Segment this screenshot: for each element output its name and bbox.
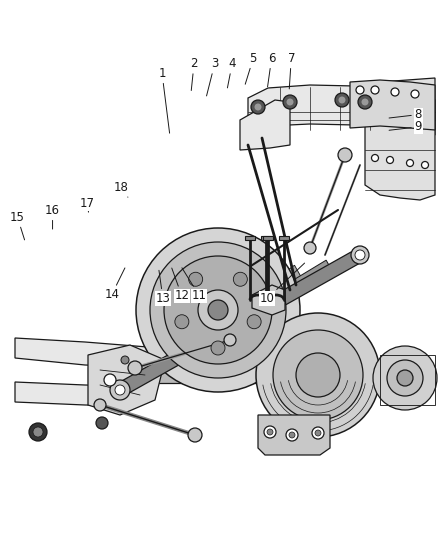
- Text: 5: 5: [245, 52, 257, 84]
- Text: 15: 15: [10, 211, 25, 240]
- Circle shape: [251, 100, 265, 114]
- Polygon shape: [15, 382, 130, 406]
- Circle shape: [289, 432, 295, 438]
- Polygon shape: [258, 415, 330, 455]
- Text: 7: 7: [287, 52, 295, 89]
- Circle shape: [115, 385, 125, 395]
- Circle shape: [387, 360, 423, 396]
- Circle shape: [96, 417, 108, 429]
- Circle shape: [128, 361, 142, 375]
- Circle shape: [386, 157, 393, 164]
- Circle shape: [338, 148, 352, 162]
- Circle shape: [211, 341, 225, 355]
- Circle shape: [406, 159, 413, 166]
- Text: 1: 1: [158, 67, 170, 133]
- Text: 13: 13: [155, 270, 170, 305]
- Circle shape: [411, 90, 419, 98]
- Circle shape: [371, 155, 378, 161]
- Circle shape: [94, 399, 106, 411]
- Text: 17: 17: [80, 197, 95, 212]
- Circle shape: [397, 370, 413, 386]
- Polygon shape: [252, 285, 285, 315]
- Circle shape: [233, 272, 247, 286]
- Circle shape: [136, 228, 300, 392]
- Polygon shape: [88, 345, 165, 415]
- Circle shape: [286, 429, 298, 441]
- Polygon shape: [88, 367, 256, 383]
- Circle shape: [254, 103, 261, 110]
- Circle shape: [247, 315, 261, 329]
- Circle shape: [121, 356, 129, 364]
- Circle shape: [358, 95, 372, 109]
- Circle shape: [198, 290, 238, 330]
- Circle shape: [283, 95, 297, 109]
- Polygon shape: [261, 236, 271, 240]
- Text: 18: 18: [114, 181, 129, 197]
- Circle shape: [188, 428, 202, 442]
- Circle shape: [256, 313, 380, 437]
- Circle shape: [33, 427, 43, 437]
- Text: 8: 8: [389, 108, 422, 121]
- Text: 10: 10: [260, 263, 304, 305]
- Circle shape: [312, 427, 324, 439]
- Polygon shape: [380, 368, 395, 382]
- Circle shape: [361, 99, 368, 106]
- Circle shape: [371, 86, 379, 94]
- Polygon shape: [240, 100, 290, 150]
- Circle shape: [189, 272, 203, 286]
- Circle shape: [175, 315, 189, 329]
- Text: 14: 14: [104, 268, 125, 301]
- Circle shape: [164, 256, 272, 364]
- Text: 9: 9: [389, 120, 422, 133]
- Circle shape: [286, 99, 293, 106]
- Text: 11: 11: [182, 268, 207, 302]
- Circle shape: [421, 161, 428, 168]
- Circle shape: [224, 334, 236, 346]
- Circle shape: [273, 330, 363, 420]
- Text: 6: 6: [268, 52, 276, 87]
- Circle shape: [110, 380, 130, 400]
- Circle shape: [355, 250, 365, 260]
- Polygon shape: [117, 249, 364, 396]
- Polygon shape: [155, 265, 301, 377]
- Polygon shape: [248, 85, 435, 135]
- Circle shape: [264, 426, 276, 438]
- Circle shape: [335, 93, 349, 107]
- Text: 12: 12: [172, 268, 189, 302]
- Circle shape: [315, 430, 321, 436]
- Polygon shape: [136, 260, 332, 385]
- Circle shape: [356, 86, 364, 94]
- Polygon shape: [15, 338, 200, 370]
- Circle shape: [267, 429, 273, 435]
- Circle shape: [29, 423, 47, 441]
- Circle shape: [373, 346, 437, 410]
- Circle shape: [296, 353, 340, 397]
- Text: 3: 3: [207, 58, 218, 96]
- Circle shape: [208, 300, 228, 320]
- Polygon shape: [263, 236, 273, 240]
- Circle shape: [391, 88, 399, 96]
- Polygon shape: [365, 78, 435, 200]
- Circle shape: [351, 246, 369, 264]
- Circle shape: [150, 242, 286, 378]
- Polygon shape: [350, 80, 435, 130]
- Circle shape: [339, 96, 346, 103]
- Text: 2: 2: [190, 58, 198, 91]
- Circle shape: [304, 242, 316, 254]
- Polygon shape: [245, 236, 255, 240]
- Text: 16: 16: [45, 204, 60, 229]
- Polygon shape: [279, 236, 289, 240]
- Text: 4: 4: [227, 58, 236, 88]
- Circle shape: [104, 374, 116, 386]
